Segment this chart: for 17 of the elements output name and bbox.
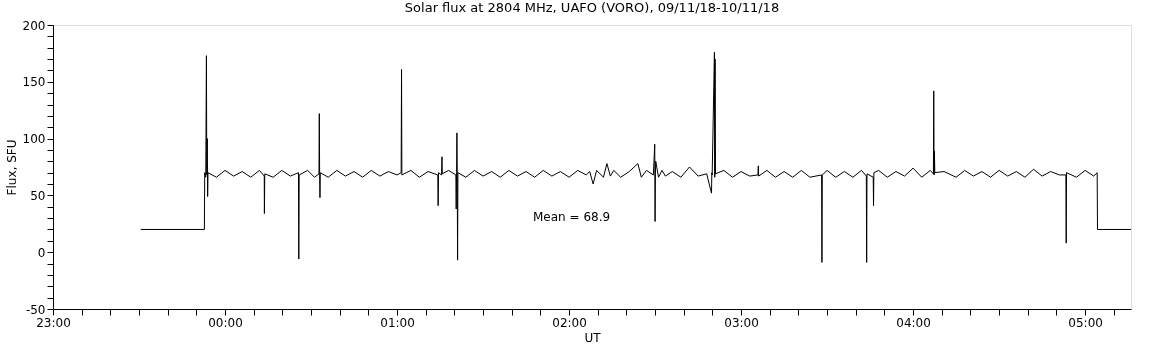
x-tick-label: 23:00: [36, 315, 71, 330]
x-axis-title: UT: [584, 330, 602, 345]
annotation: Mean = 68.9: [533, 210, 611, 224]
y-tick-label: 200: [22, 18, 46, 33]
x-tick-label: 03:00: [724, 315, 759, 330]
x-tick-label: 01:00: [380, 315, 415, 330]
chart-title: Solar flux at 2804 MHz, UAFO (VORO), 09/11/18-10/11/18: [404, 0, 780, 15]
x-tick-label: 00:00: [208, 315, 243, 330]
y-tick-label: 50: [30, 188, 46, 203]
y-tick-label: -50: [25, 302, 46, 317]
y-tick-label: 100: [22, 132, 46, 147]
x-tick-label: 05:00: [1068, 315, 1103, 330]
x-tick-label: 04:00: [896, 315, 931, 330]
y-axis-title: Flux, SFU: [4, 139, 19, 196]
y-tick-label: 0: [37, 245, 46, 260]
y-tick-label: 150: [22, 75, 46, 90]
x-tick-label: 02:00: [552, 315, 587, 330]
